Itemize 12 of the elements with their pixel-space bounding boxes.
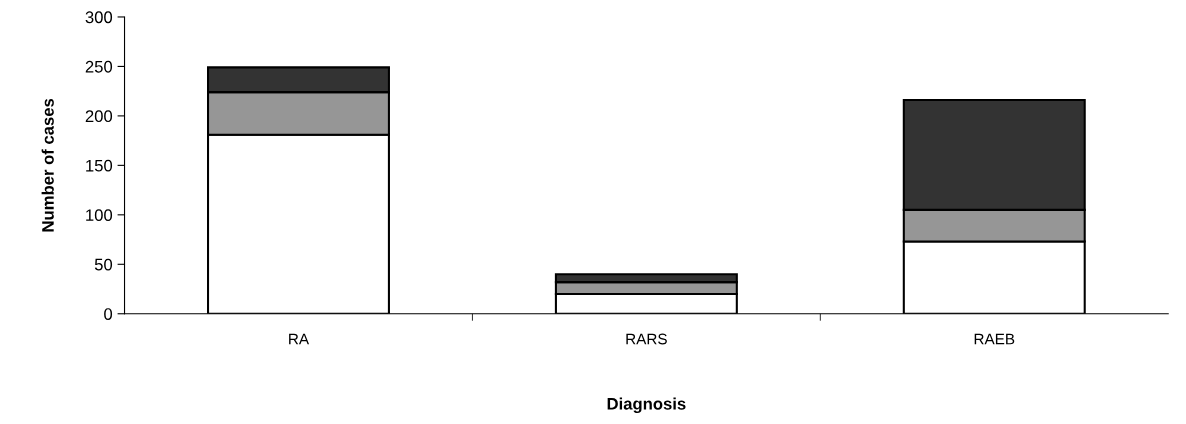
x-axis-title: Diagnosis	[607, 397, 686, 414]
x-tick-label: RA	[289, 333, 310, 345]
x-tick-label: RARS	[626, 333, 667, 345]
y-tick-label: 200	[85, 110, 113, 123]
y-tick-label: 150	[86, 159, 113, 172]
y-tick-label: 100	[86, 209, 113, 222]
y-tick-label: 0	[104, 308, 113, 320]
y-tick-label: 300	[85, 11, 113, 24]
y-tick-label: 50	[94, 258, 113, 271]
y-axis-title: Number of cases	[41, 98, 54, 232]
x-tick-label: RAEB	[974, 333, 1015, 345]
y-tick-label: 250	[85, 60, 113, 73]
